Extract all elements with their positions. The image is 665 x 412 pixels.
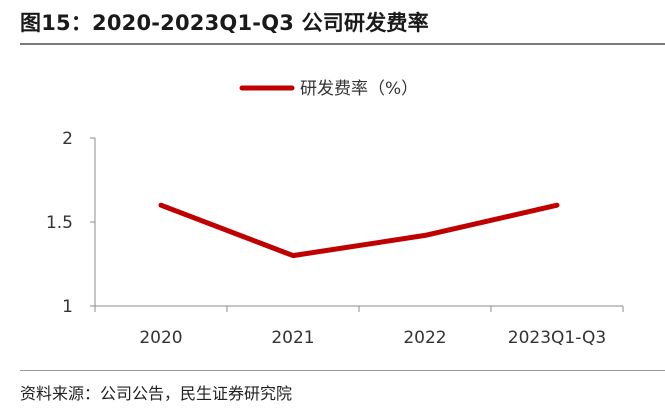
series-layer bbox=[158, 202, 560, 259]
legend-label: 研发费率（%） bbox=[300, 79, 418, 99]
x-tick-label: 2021 bbox=[271, 328, 314, 348]
chart-axes: 1 1.5 2 2020 2021 2022 2023Q1-Q3 bbox=[46, 129, 624, 348]
source-divider bbox=[20, 370, 665, 371]
x-tick-label: 2023Q1-Q3 bbox=[508, 328, 606, 348]
x-tick-label: 2022 bbox=[403, 328, 446, 348]
data-point bbox=[159, 203, 163, 207]
series-line bbox=[158, 202, 560, 259]
source-note: 资料来源：公司公告，民生证券研究院 bbox=[20, 384, 293, 403]
chart-legend: 研发费率（%） bbox=[239, 79, 418, 99]
data-point bbox=[555, 203, 559, 207]
line-chart: 1 1.5 2 2020 2021 2022 2023Q1-Q3 研发费率（%） bbox=[46, 79, 624, 348]
y-tick-label: 1.5 bbox=[46, 213, 73, 233]
title-divider bbox=[20, 43, 665, 45]
x-tick-label: 2020 bbox=[139, 328, 182, 348]
data-point bbox=[423, 233, 427, 237]
y-tick-label: 1 bbox=[62, 297, 73, 317]
data-point bbox=[291, 254, 295, 258]
y-tick-label: 2 bbox=[62, 129, 73, 149]
figure-title: 图15：2020-2023Q1-Q3 公司研发费率 bbox=[20, 11, 429, 35]
